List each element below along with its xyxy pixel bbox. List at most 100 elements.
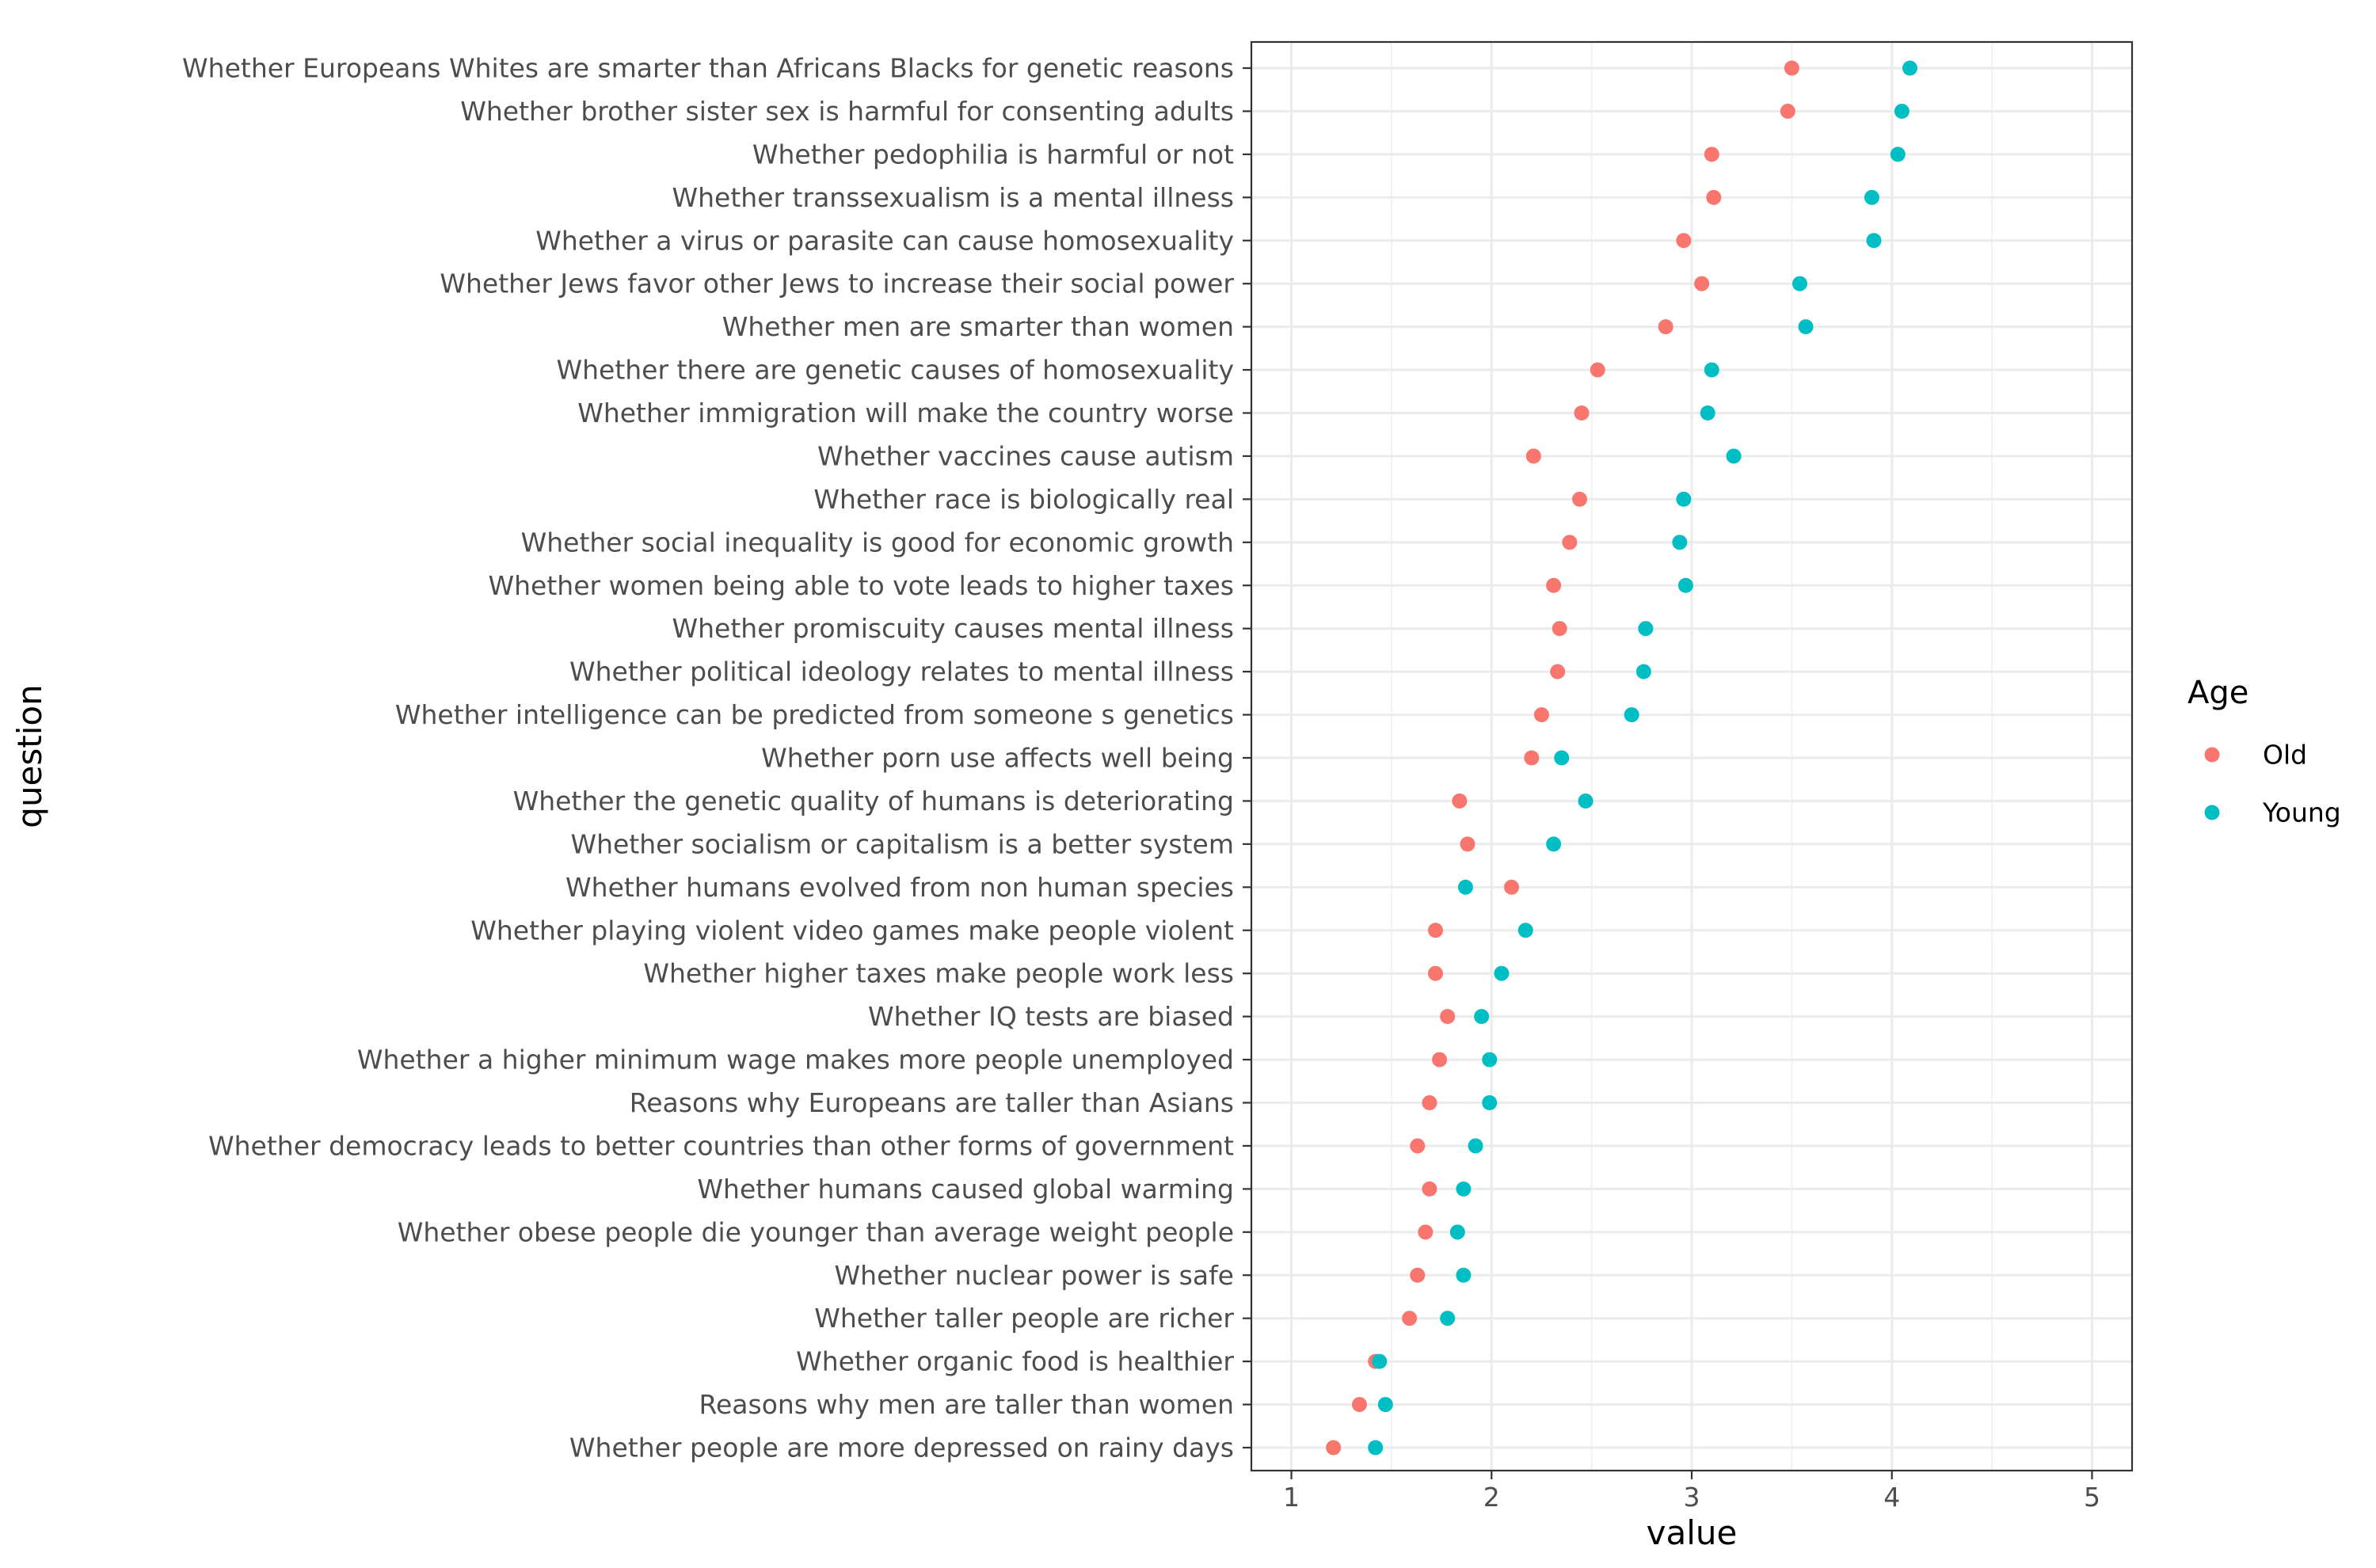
point-old [1525, 448, 1541, 464]
point-old [1432, 1052, 1448, 1068]
y-tick-label: Reasons why men are taller than women [699, 1389, 1234, 1420]
point-young [1798, 319, 1814, 335]
y-tick-label: Whether pedophilia is harmful or not [752, 139, 1234, 169]
legend: Age Old Young [2188, 675, 2341, 828]
point-young [1372, 1353, 1388, 1369]
y-tick-label: Whether democracy leads to better countr… [208, 1130, 1234, 1161]
y-tick-label: Whether humans evolved from non human sp… [565, 872, 1234, 903]
point-old [1428, 923, 1444, 938]
point-young [1482, 1052, 1498, 1068]
legend-label: Old [2263, 740, 2307, 771]
point-young [1700, 405, 1715, 421]
point-old [1418, 1224, 1434, 1240]
y-tick-label: Whether IQ tests are biased [868, 1001, 1234, 1032]
point-young [1377, 1397, 1393, 1413]
y-tick-label: Whether race is biologically real [813, 484, 1234, 515]
point-young [1457, 879, 1473, 895]
point-young [1624, 707, 1639, 723]
point-young [1894, 103, 1910, 119]
point-young [1440, 1311, 1456, 1326]
y-tick-label: Whether porn use affects well being [761, 743, 1234, 774]
x-axis-title: value [1647, 1513, 1738, 1552]
point-old [1546, 577, 1562, 593]
point-old [1351, 1397, 1367, 1413]
point-old [1524, 750, 1540, 766]
y-tick-label: Whether transsexualism is a mental illne… [672, 182, 1235, 213]
point-young [1456, 1181, 1472, 1197]
y-tick-label: Whether obese people die younger than av… [398, 1216, 1234, 1247]
point-young [1902, 60, 1917, 76]
point-young [1578, 793, 1594, 809]
point-old [1562, 535, 1578, 550]
point-old [1410, 1138, 1426, 1154]
point-old [1422, 1181, 1437, 1197]
point-old [1428, 965, 1444, 981]
point-young [1482, 1095, 1498, 1110]
x-axis: 1 2 3 4 5 [1283, 1471, 2100, 1513]
point-young [1368, 1440, 1384, 1456]
point-young [1864, 189, 1879, 205]
y-tick-label: Whether vaccines cause autism [817, 440, 1234, 471]
point-old [1574, 405, 1590, 421]
y-axis-title: question [10, 684, 49, 828]
point-old [1410, 1267, 1426, 1283]
x-tick-label: 2 [1483, 1482, 1500, 1513]
y-tick-label: Whether higher taxes make people work le… [643, 958, 1234, 989]
y-tick-label: Whether immigration will make the countr… [577, 398, 1234, 428]
point-old [1452, 793, 1468, 809]
point-old [1552, 621, 1567, 637]
data-points [1326, 60, 1917, 1456]
y-tick-label: Whether nuclear power is safe [835, 1260, 1234, 1291]
point-young [1456, 1267, 1472, 1283]
y-tick-label: Whether men are smarter than women [722, 311, 1234, 342]
point-old [1706, 189, 1722, 205]
point-young [1726, 448, 1742, 464]
point-old [1326, 1440, 1342, 1456]
y-tick-label: Whether Jews favor other Jews to increas… [440, 268, 1234, 299]
point-young [1704, 362, 1719, 378]
y-tick-label: Whether intelligence can be predicted fr… [395, 699, 1234, 730]
point-old [1571, 491, 1587, 507]
point-young [1494, 965, 1510, 981]
y-tick-label: Whether socialism or capitalism is a bet… [570, 828, 1234, 859]
y-tick-label: Whether the genetic quality of humans is… [513, 786, 1234, 816]
y-tick-label: Whether humans caused global warming [697, 1174, 1234, 1205]
y-tick-label: Reasons why Europeans are taller than As… [630, 1087, 1234, 1118]
point-old [1676, 233, 1692, 249]
point-young [1474, 1009, 1490, 1025]
major-gridlines [1251, 42, 2132, 1471]
point-old [1590, 362, 1605, 378]
point-young [1635, 664, 1651, 679]
point-old [1784, 60, 1799, 76]
point-young [1546, 836, 1562, 852]
point-old [1694, 276, 1710, 291]
y-tick-label: Whether playing violent video games make… [470, 915, 1234, 946]
point-young [1638, 621, 1654, 637]
point-old [1780, 103, 1795, 119]
point-old [1533, 707, 1549, 723]
x-tick-label: 4 [1883, 1482, 1900, 1513]
point-old [1460, 836, 1475, 852]
legend-label: Young [2262, 797, 2341, 828]
point-old [1504, 879, 1520, 895]
point-young [1672, 535, 1688, 550]
y-tick-label: Whether organic food is healthier [796, 1346, 1234, 1377]
point-young [1890, 147, 1906, 162]
y-tick-label: Whether women being able to vote leads t… [489, 570, 1234, 601]
x-tick-label: 5 [2084, 1482, 2100, 1513]
point-young [1866, 233, 1882, 249]
point-young [1676, 491, 1692, 507]
y-tick-label: Whether promiscuity causes mental illnes… [672, 613, 1234, 644]
point-young [1554, 750, 1570, 766]
x-tick-label: 1 [1283, 1482, 1300, 1513]
y-tick-label: Whether a virus or parasite can cause ho… [535, 225, 1234, 256]
legend-title: Age [2188, 675, 2248, 711]
point-young [1517, 923, 1533, 938]
y-tick-label: Whether political ideology relates to me… [569, 657, 1234, 687]
legend-key-young [2204, 805, 2220, 820]
point-young [1468, 1138, 1483, 1154]
x-tick-label: 3 [1684, 1482, 1700, 1513]
y-tick-label: Whether people are more depressed on rai… [569, 1433, 1234, 1463]
point-old [1550, 664, 1566, 679]
